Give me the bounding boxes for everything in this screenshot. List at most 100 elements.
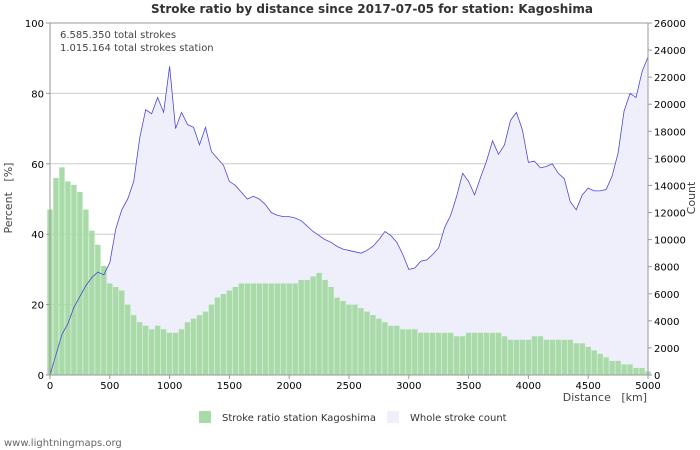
ratio-bar — [471, 332, 478, 375]
ratio-bar — [376, 318, 382, 375]
x-axis-label: Distance [km] — [563, 391, 647, 404]
x-axis-ticks: 0 500 1000 1500 2000 2500 3000 3500 4000 4500 5000 — [47, 375, 661, 392]
ratio-bar — [579, 343, 585, 375]
ratio-bar — [77, 191, 83, 375]
ratio-bar — [388, 325, 394, 375]
chart-title: Stroke ratio by distance since 2017-07-0… — [151, 2, 593, 16]
count-line-layer — [49, 56, 649, 376]
y-right-tick-label: 8000 — [654, 263, 679, 274]
ratio-bar — [382, 322, 388, 375]
ratio-bar — [531, 336, 538, 375]
ratio-bar — [615, 360, 621, 375]
x-tick-label: 4500 — [575, 381, 600, 392]
ratio-bar — [609, 360, 615, 375]
ratio-bar — [519, 339, 526, 375]
y-left-tick-label: 0 — [38, 371, 44, 382]
y-right-tick-label: 6000 — [654, 290, 679, 301]
ratio-bar — [346, 304, 352, 375]
ratio-bar — [543, 339, 550, 375]
ratio-bar — [286, 283, 292, 375]
y-axis-left-label: Percent [%] — [2, 163, 15, 234]
ratio-bar — [549, 339, 556, 375]
ratio-bar — [412, 329, 418, 375]
y-left-tick-label: 80 — [31, 89, 44, 100]
y-right-tick-label: 18000 — [654, 127, 686, 138]
ratio-bar — [400, 329, 406, 375]
ratio-bar — [280, 283, 286, 375]
ratio-bar — [358, 308, 364, 375]
ratio-bar — [585, 346, 591, 375]
total-strokes-stat: 6.585.350 total strokes — [60, 30, 176, 41]
x-tick-label: 3000 — [396, 381, 421, 392]
y-axis-left-ticks: 0 20 40 60 80 100 — [25, 19, 50, 382]
ratio-bar — [436, 332, 442, 375]
ratio-bar — [453, 336, 460, 375]
ratio-bar — [113, 287, 119, 375]
ratio-bar — [65, 181, 71, 375]
x-tick-label: 5000 — [635, 381, 660, 392]
ratio-bar — [633, 367, 639, 375]
ratio-bar — [226, 290, 233, 375]
count-area — [50, 56, 648, 375]
ratio-bar — [447, 332, 454, 375]
y-axis-right-ticks: 0 2000 4000 6000 8000 10000 12000 14000 16000 180… — [648, 19, 686, 382]
ratio-bar — [262, 283, 268, 375]
ratio-bar — [561, 339, 567, 375]
ratio-bar — [202, 311, 209, 375]
ratio-bar — [119, 290, 125, 375]
ratio-bar — [430, 332, 436, 375]
ratio-bar — [148, 329, 155, 375]
y-right-tick-label: 12000 — [654, 209, 686, 220]
x-tick-label: 0 — [47, 381, 53, 392]
ratio-bar — [89, 230, 95, 375]
ratio-bar — [370, 315, 376, 375]
ratio-bar — [501, 336, 508, 375]
ratio-bar — [304, 279, 310, 375]
ratio-bar — [513, 339, 520, 375]
ratio-bar — [507, 339, 514, 375]
ratio-bar — [364, 311, 370, 375]
ratio-bar — [238, 283, 245, 375]
ratio-bar — [190, 318, 197, 375]
y-axis-right-label: Count — [685, 181, 698, 214]
ratio-bar — [214, 297, 221, 375]
ratio-bar — [137, 322, 143, 375]
y-right-tick-label: 0 — [654, 371, 660, 382]
x-tick-label: 3500 — [456, 381, 481, 392]
ratio-bar — [142, 325, 149, 375]
legend-label-ratio: Stroke ratio station Kagoshima — [222, 413, 376, 424]
ratio-bar — [418, 332, 424, 375]
y-left-tick-label: 100 — [25, 19, 44, 30]
legend-swatch-ratio — [199, 411, 211, 423]
ratio-bar — [166, 332, 173, 375]
ratio-bar — [394, 325, 400, 375]
ratio-bar — [101, 265, 107, 375]
ratio-bar — [250, 283, 257, 375]
x-tick-label: 2500 — [336, 381, 361, 392]
count-line — [49, 56, 649, 376]
ratio-bar — [489, 332, 496, 375]
y-right-tick-label: 22000 — [654, 73, 686, 84]
ratio-bar — [597, 353, 603, 375]
ratio-bar — [477, 332, 484, 375]
station-strokes-stat: 1.015.164 total strokes station — [60, 43, 214, 54]
legend: Stroke ratio station Kagoshima Whole str… — [199, 411, 507, 424]
ratio-bar — [178, 329, 185, 375]
x-tick-label: 1500 — [217, 381, 242, 392]
ratio-bar — [603, 357, 609, 375]
y-right-tick-label: 2000 — [654, 344, 679, 355]
ratio-bar — [573, 343, 579, 375]
ratio-bar — [125, 304, 131, 375]
ratio-bar — [537, 336, 544, 375]
x-tick-label: 2000 — [276, 381, 301, 392]
y-right-tick-label: 4000 — [654, 317, 679, 328]
ratio-bar — [352, 304, 358, 375]
x-tick-label: 500 — [100, 381, 119, 392]
ratio-bar — [196, 315, 203, 375]
ratio-bar — [298, 279, 304, 375]
ratio-bar — [424, 332, 430, 375]
ratio-bar — [483, 332, 490, 375]
ratio-bar — [172, 332, 179, 375]
ratio-bar — [316, 272, 322, 375]
